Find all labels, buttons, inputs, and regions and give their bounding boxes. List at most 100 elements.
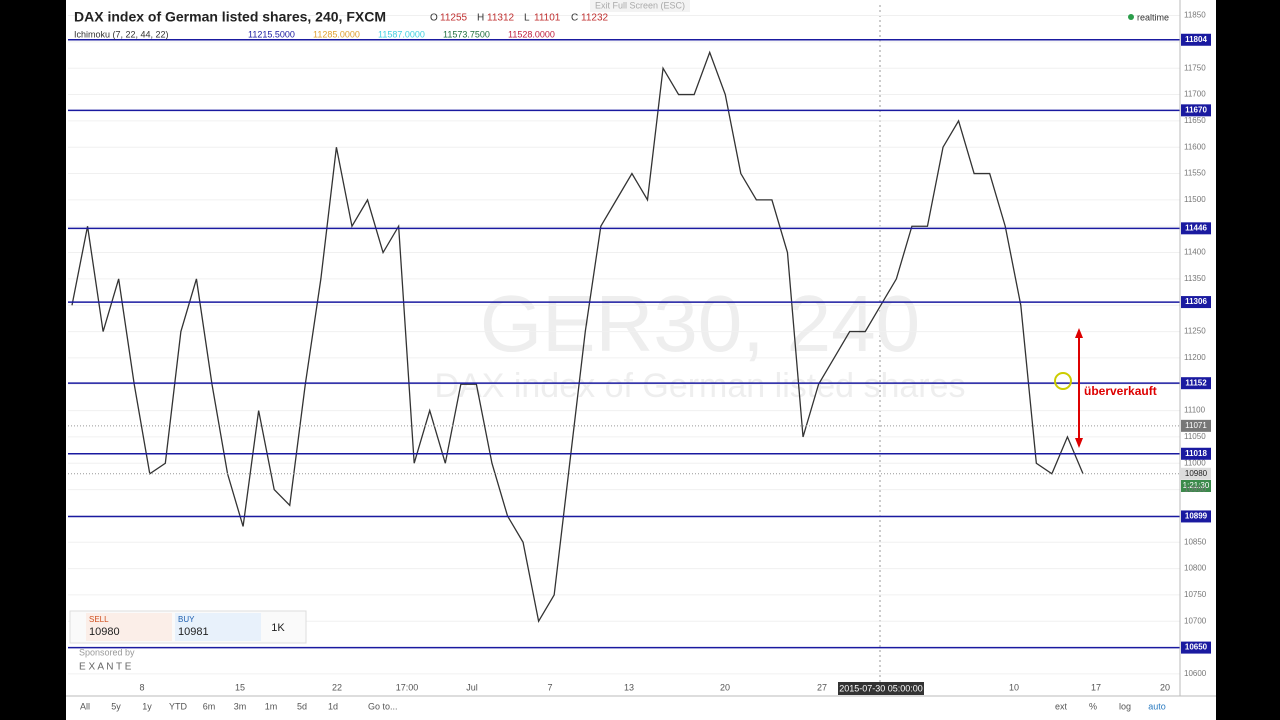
quantity[interactable]: 1K <box>271 622 285 634</box>
level-label: 10650 <box>1185 643 1208 652</box>
watermark-sub: DAX index of German listed shares <box>434 367 965 405</box>
indicator: Ichimoku (7, 22, 44, 22) <box>74 29 169 39</box>
ohlc-value: 11232 <box>581 13 609 24</box>
y-tick-label: 10600 <box>1184 669 1207 678</box>
watermark: GER30, 240 <box>480 279 920 368</box>
x-tick-label: 22 <box>332 682 342 692</box>
range-button[interactable]: All <box>80 701 90 711</box>
y-tick-label: 11650 <box>1184 116 1206 125</box>
ohlc-key: H <box>477 13 484 24</box>
level-label: 11152 <box>1185 378 1207 387</box>
y-tick-label: 11400 <box>1184 248 1206 257</box>
y-tick-label: 11500 <box>1184 195 1206 204</box>
scale-button[interactable]: % <box>1089 701 1097 711</box>
indicator-value: 11587.0000 <box>378 29 425 39</box>
y-tick-label: 11600 <box>1184 142 1206 151</box>
countdown-tag <box>1181 480 1211 492</box>
y-tick-label: 11050 <box>1184 432 1206 441</box>
annotation: überverkauft <box>1084 384 1157 398</box>
y-tick-label: 10850 <box>1184 537 1207 546</box>
x-tick-label: 15 <box>235 682 245 692</box>
highlight <box>1054 372 1072 390</box>
crosshair-time: 2015-07-30 05:00:00 <box>839 683 923 693</box>
x-tick-label: 8 <box>139 682 144 692</box>
countdown: 1:21:30 <box>1183 481 1210 490</box>
range-button[interactable]: 6m <box>203 701 216 711</box>
exit-label[interactable]: Exit Full Screen (ESC) <box>595 0 685 10</box>
price-tag-label: 10980 <box>1185 469 1208 478</box>
level-label: 11670 <box>1185 105 1207 114</box>
realtime: realtime <box>1137 12 1169 22</box>
x-tick-label: 20 <box>1160 682 1170 692</box>
arrow-head <box>1075 328 1083 338</box>
y-tick-label: 11350 <box>1184 274 1206 283</box>
live-dot <box>1128 14 1134 20</box>
buy-price[interactable]: 10981 <box>178 626 209 638</box>
level-label: 11804 <box>1185 35 1207 44</box>
y-tick-label: 11750 <box>1184 63 1206 72</box>
indicator-value: 11573.7500 <box>443 29 490 39</box>
x-tick-label: 27 <box>817 682 827 692</box>
y-tick-label: 10950 <box>1184 485 1207 494</box>
price-tag <box>1181 467 1211 480</box>
level-tag <box>1181 33 1211 46</box>
level-tag <box>1181 377 1211 390</box>
level-label: 10899 <box>1185 512 1208 521</box>
sponsor-name: E X A N T E <box>79 662 132 673</box>
indicator-value: 11215.5000 <box>248 29 295 39</box>
ohlc-value: 11101 <box>534 13 561 24</box>
range-button[interactable]: 1d <box>328 701 338 711</box>
y-tick-label: 11850 <box>1184 11 1206 20</box>
sell-button[interactable] <box>86 613 172 641</box>
scale-button[interactable]: ext <box>1055 701 1068 711</box>
x-tick-label: Jul <box>466 682 478 692</box>
y-tick-label: 10800 <box>1184 564 1207 573</box>
y-tick-label: 11550 <box>1184 169 1206 178</box>
x-tick-label: 20 <box>720 682 730 692</box>
indicator-value: 11528.0000 <box>508 29 555 39</box>
price-line <box>71 50 1084 624</box>
exit-button[interactable] <box>590 0 690 12</box>
range-button[interactable]: 1m <box>265 701 278 711</box>
level-label: 11018 <box>1185 449 1207 458</box>
x-tick-label: 7 <box>547 682 552 692</box>
chart-title: DAX index of German listed shares, 240, … <box>74 9 386 25</box>
ohlc-key: O <box>430 13 438 24</box>
y-tick-label: 10750 <box>1184 590 1207 599</box>
scale-button[interactable]: log <box>1119 701 1131 711</box>
y-tick-label: 11200 <box>1184 353 1206 362</box>
x-tick-label: 10 <box>1009 682 1019 692</box>
level-tag <box>1181 447 1211 460</box>
time-tag <box>838 682 924 695</box>
sell-price[interactable]: 10980 <box>89 626 120 638</box>
sponsor: Sponsored by <box>79 647 135 657</box>
y-tick-label: 11700 <box>1184 90 1206 99</box>
y-tick-label: 10700 <box>1184 616 1207 625</box>
ohlc-value: 11255 <box>440 13 468 24</box>
level-tag <box>1181 510 1211 523</box>
chart-panel <box>66 0 1216 720</box>
buy-label[interactable]: BUY <box>178 615 195 624</box>
level-tag <box>1181 296 1211 309</box>
range-button[interactable]: Go to... <box>368 701 398 711</box>
range-button[interactable]: 3m <box>234 701 247 711</box>
range-button[interactable]: 5y <box>111 701 121 711</box>
level-tag <box>1181 641 1211 654</box>
buy-button[interactable] <box>175 613 261 641</box>
ohlc-key: L <box>524 13 530 24</box>
level-tag <box>1181 104 1211 117</box>
range-button[interactable]: YTD <box>169 701 188 711</box>
y-tick-label: 11000 <box>1184 458 1206 467</box>
level-label: 11446 <box>1185 223 1207 232</box>
range-button[interactable]: 5d <box>297 701 307 711</box>
indicator-value: 11285.0000 <box>313 29 360 39</box>
range-button[interactable]: 1y <box>142 701 152 711</box>
x-tick-label: 17 <box>1091 682 1101 692</box>
level-label: 11306 <box>1185 297 1207 306</box>
y-tick-label: 11250 <box>1184 327 1206 336</box>
sell-label[interactable]: SELL <box>89 615 109 624</box>
x-tick-label: 17:00 <box>396 682 419 692</box>
scale-button[interactable]: auto <box>1148 701 1166 711</box>
x-tick-label: 13 <box>624 682 634 692</box>
